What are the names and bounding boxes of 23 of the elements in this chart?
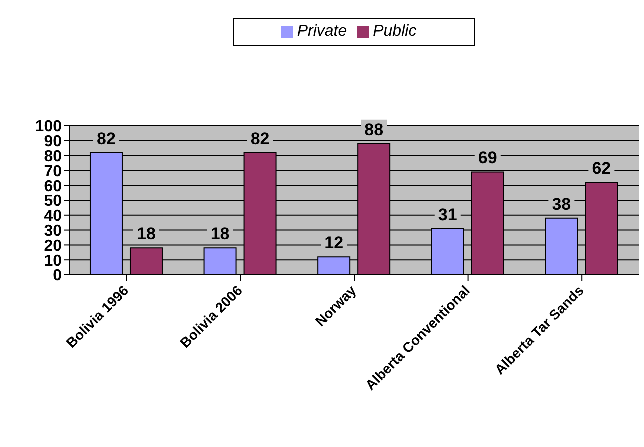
y-tick-label: 30	[44, 222, 62, 240]
data-label: 12	[324, 234, 344, 253]
y-tick-label: 100	[35, 118, 62, 136]
data-label: 62	[592, 159, 612, 178]
y-tick-label: 90	[44, 134, 62, 151]
legend-label: Private	[297, 23, 348, 40]
data-label: 69	[478, 148, 498, 168]
y-tick-label: 70	[44, 163, 62, 180]
y-tick-label: 50	[44, 193, 62, 210]
data-label: 88	[364, 120, 384, 140]
data-label: 82	[250, 129, 270, 148]
y-tick-label: 40	[44, 208, 62, 226]
y-tick-label: 10	[44, 252, 62, 270]
data-label: 31	[438, 205, 458, 224]
data-label: 38	[552, 194, 572, 214]
data-label: 18	[137, 224, 156, 244]
y-tick-label: 60	[44, 178, 62, 196]
data-label: 82	[97, 129, 116, 148]
y-tick-label: 80	[44, 148, 62, 166]
y-tick-label: 0	[53, 268, 62, 285]
y-tick-label: 20	[44, 238, 62, 255]
legend-label: Public	[373, 23, 417, 40]
data-label: 18	[210, 224, 230, 244]
